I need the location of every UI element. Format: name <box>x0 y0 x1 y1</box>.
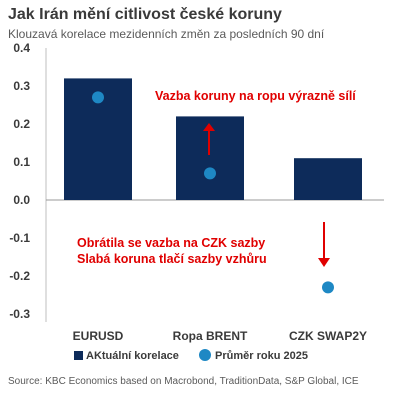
legend-dot-label: Průměr roku 2025 <box>215 350 308 362</box>
dot-eurusd <box>92 91 104 104</box>
annotation-czk-line1: Obrátila se vazba na CZK sazby <box>77 236 265 250</box>
average-dots <box>92 91 334 294</box>
legend-bar-swatch <box>74 351 83 360</box>
arrow-down-icon <box>318 222 330 267</box>
source-note: Source: KBC Economics based on Macrobond… <box>8 376 359 387</box>
x-tick-labels: EURUSD Ropa BRENT CZK SWAP2Y <box>73 329 367 343</box>
y-tick-label: 0.2 <box>13 117 30 131</box>
arrow-up-icon <box>203 123 215 155</box>
chart-title: Jak Irán mění citlivost české koruny <box>8 6 282 23</box>
y-tick-label: 0.3 <box>13 79 30 93</box>
y-tick-labels: 0.4 0.3 0.2 0.1 0.0 -0.1 -0.2 -0.3 <box>9 41 30 321</box>
dot-ropa-brent <box>204 167 216 180</box>
y-tick-label: -0.1 <box>9 231 30 245</box>
y-tick-label: 0.0 <box>13 193 30 207</box>
legend: AKtuální korelace Průměr roku 2025 <box>74 349 308 362</box>
bars <box>64 78 362 200</box>
legend-dot-swatch <box>199 349 211 361</box>
y-tick-label: -0.3 <box>9 307 30 321</box>
bar-czk-swap2y <box>294 158 362 200</box>
dot-czk-swap2y <box>322 281 334 294</box>
chart-subtitle: Klouzavá korelace mezidenních změn za po… <box>8 27 325 41</box>
x-tick-label: Ropa BRENT <box>173 329 248 343</box>
y-tick-label: 0.4 <box>13 41 30 55</box>
y-tick-label: 0.1 <box>13 155 30 169</box>
annotation-czk-line2: Slabá koruna tlačí sazby vzhůru <box>77 252 267 266</box>
annotation-oil: Vazba koruny na ropu výrazně sílí <box>155 89 356 103</box>
y-tick-label: -0.2 <box>9 269 30 283</box>
x-tick-label: EURUSD <box>73 329 124 343</box>
legend-bar-label: AKtuální korelace <box>86 350 179 362</box>
x-tick-label: CZK SWAP2Y <box>289 329 367 343</box>
